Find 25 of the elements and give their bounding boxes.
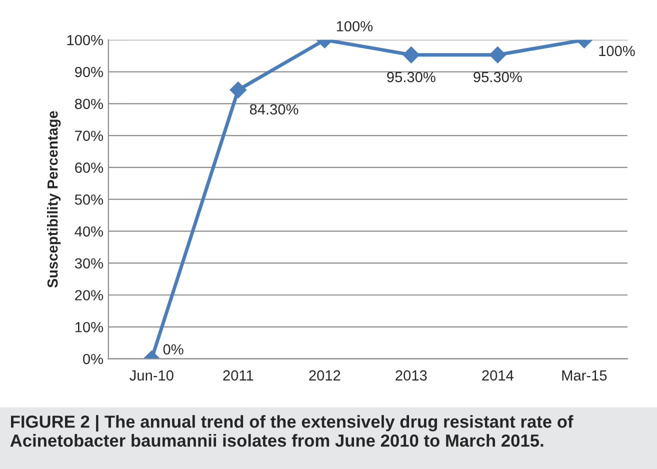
y-tick-label: 100% [67, 34, 104, 46]
x-tick-label: 2012 [309, 370, 340, 381]
y-tick-label: 80% [74, 98, 104, 110]
x-tick-label: Mar-15 [562, 370, 607, 381]
data-label: 100% [599, 46, 635, 56]
data-label: 100% [336, 21, 373, 32]
data-label: 95.30% [474, 72, 522, 82]
y-tick-label: 40% [74, 226, 104, 237]
data-label: 0% [163, 344, 184, 355]
y-tick-label: 30% [74, 258, 104, 269]
x-tick-label: 2014 [482, 370, 514, 381]
y-tick-label: 20% [75, 290, 104, 300]
x-tick-label: 2011 [223, 370, 254, 381]
y-axis-title: Susceptibility Percentage [47, 111, 61, 288]
y-tick-label: 10% [75, 322, 104, 332]
data-label: 95.30% [387, 72, 436, 82]
y-tick-label: 0% [83, 354, 104, 364]
x-tick-label: 2013 [396, 370, 427, 381]
y-tick-label: 70% [75, 130, 104, 141]
x-tick-label: Jun-10 [130, 370, 174, 381]
y-tick-label: 60% [75, 162, 104, 173]
y-tick-label: 50% [74, 194, 104, 205]
y-tick-label: 90% [75, 66, 104, 78]
caption: FIGURE 2 | The annual trend of the extensively drug resistant rate of Acinetobacter baumannii isolates from June 2010 to March 2015. [10, 415, 574, 447]
data-label: 84.30% [250, 104, 298, 115]
